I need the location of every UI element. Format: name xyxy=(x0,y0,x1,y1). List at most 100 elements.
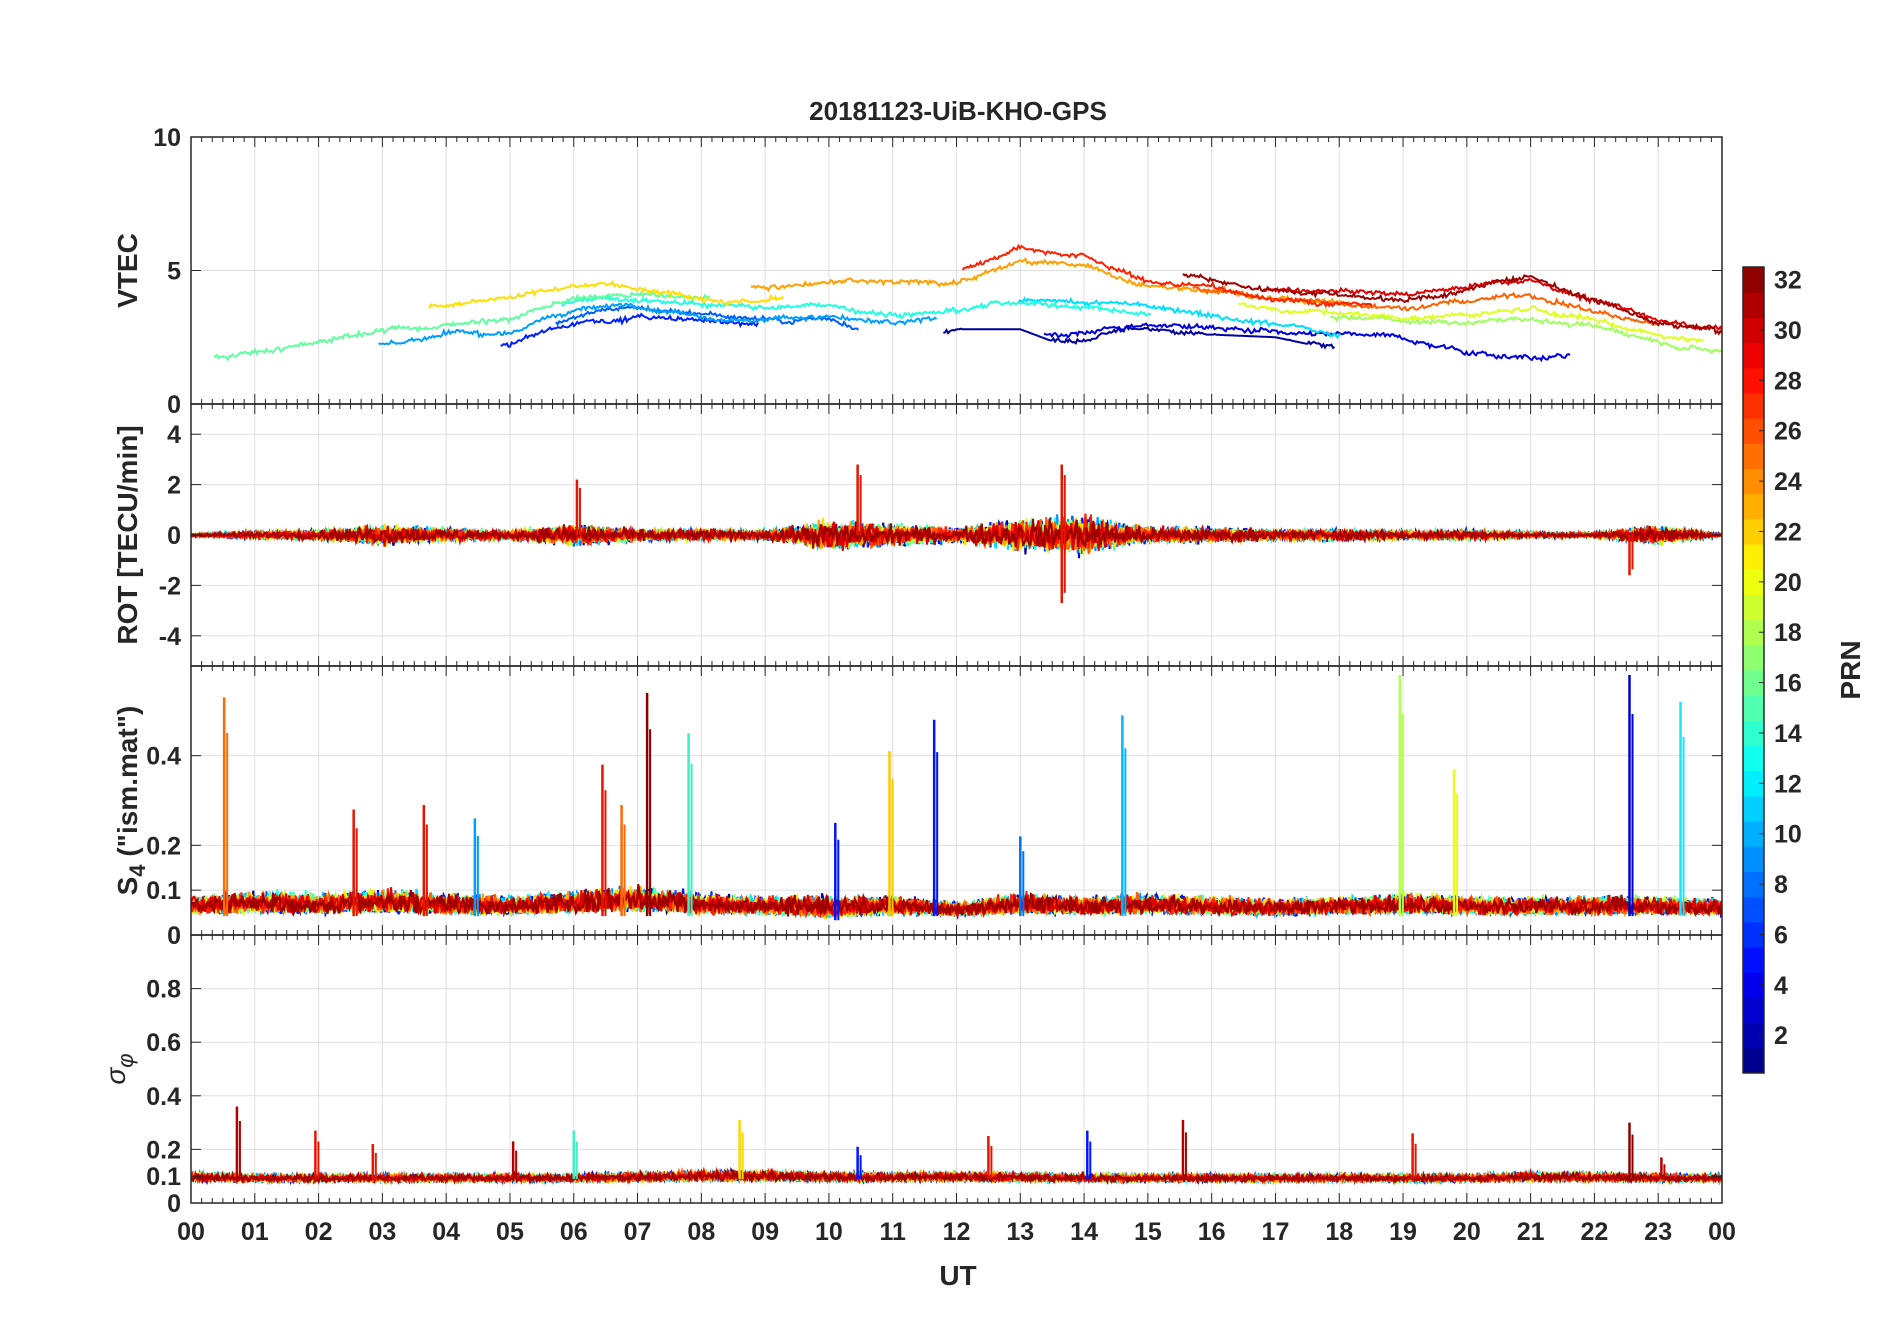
y-ticks: -4 -2 0 2 4 xyxy=(159,421,1722,651)
x-ticks xyxy=(190,666,1723,935)
colorbar-band xyxy=(1743,292,1764,318)
chart-title: 20181123-UiB-KHO-GPS xyxy=(809,96,1107,126)
colorbar-band xyxy=(1743,468,1764,495)
x-tick-label: 08 xyxy=(687,1218,715,1246)
panel-1: 0 5 10 VTEC xyxy=(112,124,1723,419)
y-tick-label: 10 xyxy=(153,124,181,152)
trace-prn-17 xyxy=(1330,314,1722,354)
panel-4: 00.10.2 0.4 0.6 0.8 σφ xyxy=(100,934,1723,1218)
colorbar-band xyxy=(1743,418,1764,444)
trace-prn-31 xyxy=(191,884,1722,918)
y-tick-label: -2 xyxy=(159,572,181,600)
x-tick-label: 00 xyxy=(1708,1218,1736,1246)
colorbar-band xyxy=(1743,544,1764,570)
y-tick-label: 0.1 xyxy=(146,877,181,905)
y-axis-label: ROT [TECU/min] xyxy=(112,425,143,644)
trace-prn-21 xyxy=(428,279,785,309)
colorbar-band xyxy=(1743,871,1764,898)
trace-prn-5 xyxy=(500,312,759,348)
x-tick-label: 09 xyxy=(751,1218,779,1246)
y-tick-label: 0.8 xyxy=(146,976,181,1004)
colorbar-band xyxy=(1743,745,1764,772)
y-tick-label: 4 xyxy=(167,421,181,449)
y-tick-label: 0.1 xyxy=(146,1163,181,1191)
traces xyxy=(191,513,1722,559)
panel-3: 0 0.1 0.2 0.4S4 ("ism.mat") xyxy=(112,665,1723,950)
x-tick-label: 15 xyxy=(1134,1218,1162,1246)
trace-prn-31 xyxy=(191,1167,1722,1186)
y-tick-label: 0.4 xyxy=(146,1083,181,1111)
colorbar-tick-label: 10 xyxy=(1774,821,1802,849)
colorbar-tick-label: 24 xyxy=(1774,468,1802,496)
panel-2: -4 -2 0 2 4 ROT [TECU/min] xyxy=(112,403,1723,667)
y-axis-label: σφ xyxy=(100,1053,138,1084)
x-tick-label: 01 xyxy=(241,1218,269,1246)
colorbar-tick-label: 28 xyxy=(1774,367,1802,395)
colorbar-band xyxy=(1743,947,1764,973)
colorbar-band xyxy=(1743,443,1764,469)
y-ticks: 0 0.1 0.2 0.4 xyxy=(146,743,1722,950)
y-tick-label: 0 xyxy=(167,391,181,419)
x-tick-label: 13 xyxy=(1006,1218,1034,1246)
y-tick-label: 2 xyxy=(167,472,181,500)
y-tick-label: 0.2 xyxy=(146,832,181,860)
colorbar-band xyxy=(1743,493,1764,520)
colorbar-band xyxy=(1743,518,1764,545)
x-tick-label: 23 xyxy=(1644,1218,1672,1246)
colorbar-tick-label: 8 xyxy=(1774,871,1788,899)
trace-prn-15 xyxy=(213,290,711,362)
colorbar-band xyxy=(1743,619,1764,646)
colorbar-tick-label: 4 xyxy=(1774,972,1788,1000)
trace-prn-29 xyxy=(191,1166,1722,1186)
colorbar-band xyxy=(1743,392,1764,419)
traces xyxy=(191,884,1722,920)
y-axis-label: S4 ("ism.mat") xyxy=(112,706,150,896)
traces xyxy=(213,243,1722,363)
trace-prn-31 xyxy=(191,518,1722,550)
x-ticks xyxy=(190,935,1723,1203)
x-tick-label: 04 xyxy=(432,1218,460,1246)
colorbar-tick-label: 20 xyxy=(1774,569,1802,597)
x-tick-label: 03 xyxy=(368,1218,396,1246)
colorbar-band xyxy=(1743,770,1764,797)
y-tick-label: -4 xyxy=(159,623,181,651)
x-tick-label: 14 xyxy=(1070,1218,1098,1246)
y-tick-label: 0 xyxy=(167,922,181,950)
colorbar-band xyxy=(1743,367,1764,394)
colorbar-tick-label: 32 xyxy=(1774,267,1802,295)
trace-prn-11 xyxy=(1017,296,1342,340)
y-tick-label: 0.4 xyxy=(146,743,181,771)
colorbar-band xyxy=(1743,342,1764,369)
y-tick-label: 0 xyxy=(167,1190,181,1218)
x-ticks xyxy=(190,137,1723,404)
grid xyxy=(190,935,1723,1204)
colorbar-band xyxy=(1743,896,1764,923)
x-tick-label: 18 xyxy=(1325,1218,1353,1246)
x-tick-label: 19 xyxy=(1389,1218,1417,1246)
y-tick-label: 0 xyxy=(167,522,181,550)
colorbar-tick-label: 16 xyxy=(1774,670,1802,698)
x-tick-label: 17 xyxy=(1262,1218,1290,1246)
colorbar-tick-label: 26 xyxy=(1774,418,1802,446)
x-tick-label: 12 xyxy=(943,1218,971,1246)
trace-prn-13 xyxy=(561,294,1152,320)
x-ticks xyxy=(190,404,1723,666)
x-tick-label: 21 xyxy=(1517,1218,1545,1246)
grid xyxy=(190,136,1723,405)
x-axis: 00 01 02 03 04 05 06 07 08 09 10 11 12 13 14 15 16 17 18 19… xyxy=(177,1218,1736,1246)
colorbar-band xyxy=(1743,795,1764,822)
colorbar-label: PRN xyxy=(1835,640,1866,699)
x-axis-label: UT xyxy=(939,1260,976,1291)
x-tick-label: 05 xyxy=(496,1218,524,1246)
x-tick-label: 16 xyxy=(1198,1218,1226,1246)
colorbar-band xyxy=(1743,1047,1764,1074)
trace-prn-1 xyxy=(943,324,1336,350)
colorbar-tick-label: 22 xyxy=(1774,518,1802,546)
colorbar-tick-label: 12 xyxy=(1774,770,1802,798)
colorbar-band xyxy=(1743,821,1764,847)
trace-prn-23 xyxy=(750,256,1351,306)
y-ticks: 00.10.2 0.4 0.6 0.8 xyxy=(146,976,1722,1218)
